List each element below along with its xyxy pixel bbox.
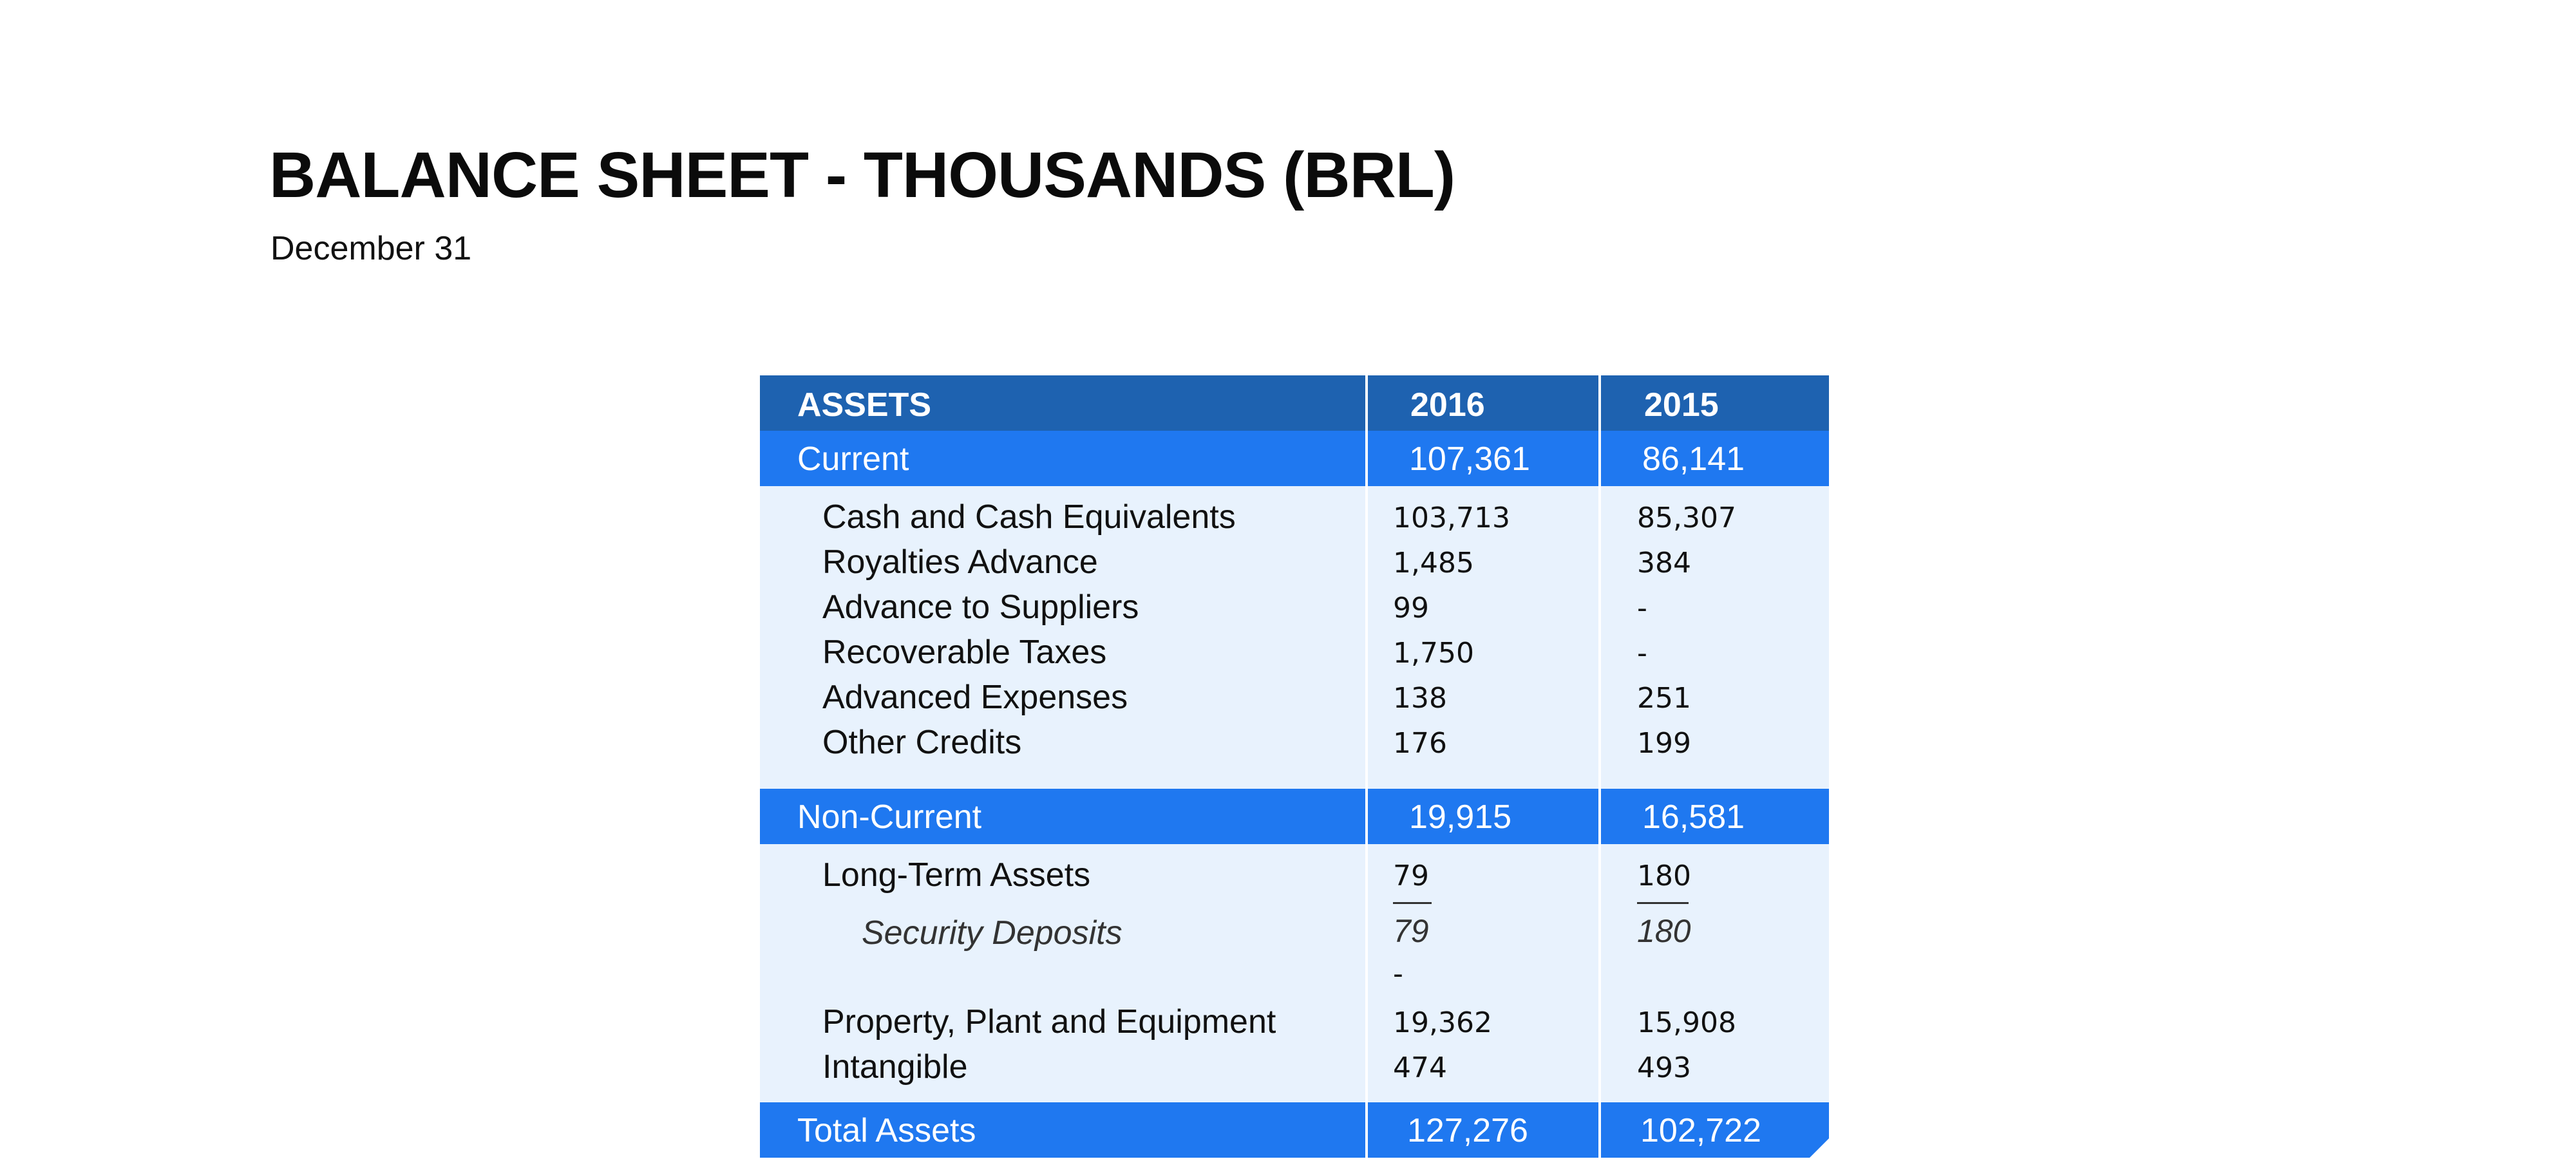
total-assets-2016: 127,276 — [1407, 1112, 1528, 1149]
table-background — [760, 375, 1829, 1158]
row-value-2015: 251 — [1637, 682, 1691, 715]
row-value-2016: 474 — [1393, 1051, 1447, 1084]
subtotal-underline — [1393, 902, 1432, 904]
security-deposits-2015: 180 — [1637, 913, 1691, 949]
row-value-2015: - — [1637, 592, 1647, 625]
current-label: Current — [797, 440, 909, 478]
dash-placeholder: - — [1393, 957, 1403, 990]
non-current-2015-value: 16,581 — [1642, 798, 1745, 836]
current-band — [760, 431, 1829, 486]
total-band — [760, 1102, 1829, 1158]
row-label: Advance to Suppliers — [822, 589, 1139, 626]
security-deposits-2016: 79 — [1393, 913, 1429, 949]
row-label: Advanced Expenses — [822, 679, 1128, 716]
row-value-2016: 99 — [1393, 592, 1429, 625]
non-current-band — [760, 789, 1829, 844]
row-label: Recoverable Taxes — [822, 634, 1107, 671]
row-value-2016: 103,713 — [1393, 502, 1510, 534]
current-2015-value: 86,141 — [1642, 440, 1745, 478]
row-value-2015: 199 — [1637, 727, 1691, 760]
total-assets-label: Total Assets — [797, 1112, 976, 1149]
long-term-assets-2015: 180 — [1637, 860, 1691, 892]
header-year-2016: 2016 — [1410, 386, 1485, 424]
long-term-assets-2016: 79 — [1393, 860, 1429, 892]
security-deposits-label: Security Deposits — [862, 914, 1122, 952]
row-value-2015: 493 — [1637, 1051, 1691, 1084]
subtotal-underline — [1637, 902, 1689, 904]
row-value-2016: 19,362 — [1393, 1006, 1492, 1039]
row-value-2015: - — [1637, 637, 1647, 670]
column-divider — [1365, 375, 1368, 1158]
row-value-2016: 1,485 — [1393, 547, 1474, 579]
balance-sheet-table: ASSETS 2016 2015 Current 107,361 86,141 … — [760, 375, 1829, 1158]
row-label: Property, Plant and Equipment — [822, 1003, 1276, 1041]
current-2016-value: 107,361 — [1409, 440, 1530, 478]
column-divider — [1598, 375, 1601, 1158]
row-label: Cash and Cash Equivalents — [822, 498, 1236, 536]
page-title: BALANCE SHEET - THOUSANDS (BRL) — [269, 139, 1455, 211]
row-value-2016: 1,750 — [1393, 637, 1474, 670]
row-label: Royalties Advance — [822, 543, 1098, 581]
row-value-2016: 176 — [1393, 727, 1447, 760]
total-assets-2015: 102,722 — [1640, 1112, 1761, 1149]
page-subtitle: December 31 — [270, 230, 472, 267]
row-value-2015: 15,908 — [1637, 1006, 1736, 1039]
header-assets-label: ASSETS — [797, 386, 932, 424]
row-value-2015: 85,307 — [1637, 502, 1736, 534]
row-value-2016: 138 — [1393, 682, 1447, 715]
non-current-label: Non-Current — [797, 798, 982, 836]
header-band — [760, 375, 1829, 431]
long-term-assets-label: Long-Term Assets — [822, 856, 1091, 894]
header-year-2015: 2015 — [1644, 386, 1719, 424]
row-label: Other Credits — [822, 724, 1022, 761]
row-label: Intangible — [822, 1048, 968, 1086]
non-current-2016-value: 19,915 — [1409, 798, 1512, 836]
row-value-2015: 384 — [1637, 547, 1691, 579]
